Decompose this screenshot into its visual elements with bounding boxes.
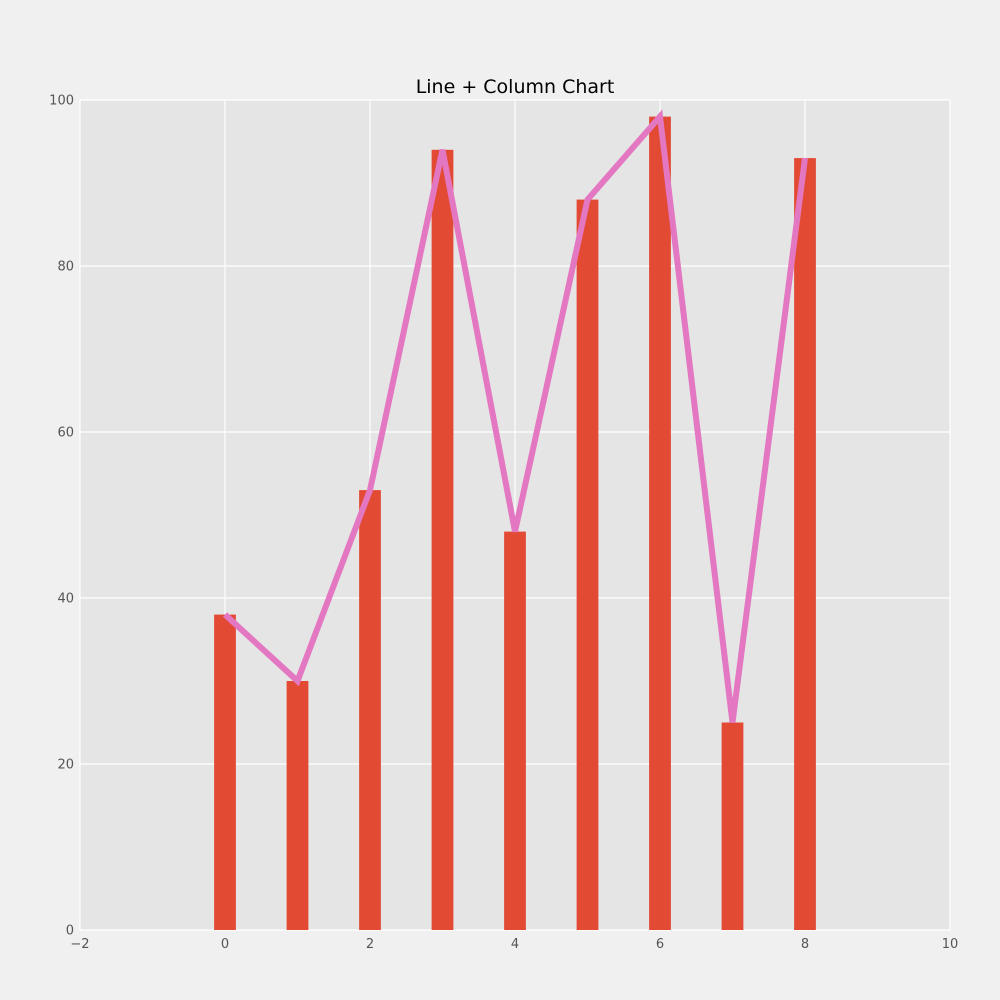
bar <box>359 490 381 930</box>
y-tick-label: 0 <box>66 924 74 939</box>
bar-series <box>214 116 816 931</box>
y-tick-label: 100 <box>49 94 74 109</box>
bar <box>504 531 526 930</box>
bar <box>431 149 454 931</box>
line-series <box>222 109 808 723</box>
y-tick-label: 20 <box>57 758 74 773</box>
bar <box>214 614 236 930</box>
x-tick-label: 6 <box>656 937 664 952</box>
bar <box>286 681 309 930</box>
y-tick-label: 80 <box>57 260 74 275</box>
bar <box>721 722 744 930</box>
series-line <box>222 109 808 723</box>
y-tick-label: 60 <box>57 426 74 441</box>
x-tick-label: 4 <box>511 937 519 952</box>
bar <box>576 199 599 931</box>
x-tick-label: 0 <box>221 937 229 952</box>
x-tick-label: 8 <box>801 937 809 952</box>
y-tick-label: 40 <box>57 592 74 607</box>
chart-title: Line + Column Chart <box>416 76 615 98</box>
x-tick-label: 2 <box>366 937 374 952</box>
y-axis-ticks: 0 20 40 60 80 100 <box>49 94 74 939</box>
x-tick-label: −2 <box>70 937 89 952</box>
x-axis-ticks: −2 0 2 4 6 8 10 <box>70 937 958 952</box>
bar <box>794 158 816 931</box>
bar <box>649 116 671 931</box>
x-tick-label: 10 <box>942 937 959 952</box>
